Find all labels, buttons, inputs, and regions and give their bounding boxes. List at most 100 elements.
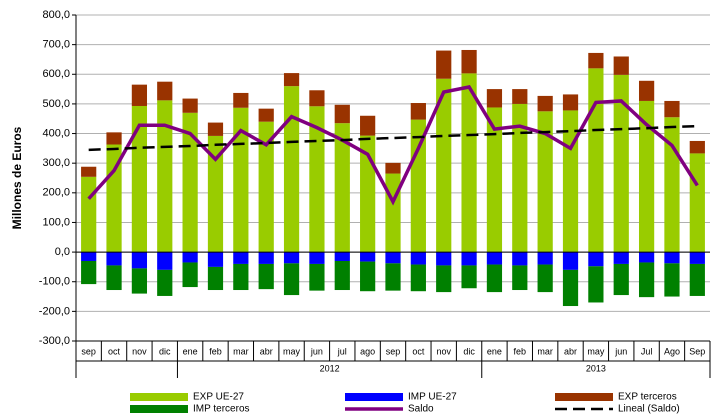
- x-tick-label: dic: [159, 346, 171, 356]
- bar: [258, 252, 274, 264]
- bar: [486, 264, 503, 293]
- bar: [664, 263, 680, 297]
- x-tick-label: Sep: [689, 346, 705, 356]
- bar: [638, 252, 655, 263]
- bar: [385, 252, 401, 264]
- legend-swatch: [130, 393, 188, 401]
- bar: [182, 98, 198, 113]
- x-tick-label: Ago: [664, 346, 680, 356]
- bar: [486, 107, 503, 253]
- y-tick-label: -300,0: [39, 335, 70, 347]
- bar: [81, 252, 97, 261]
- x-tick-label: oct: [412, 346, 425, 356]
- x-tick-label: mar: [233, 346, 249, 356]
- bar: [258, 263, 274, 290]
- bar: [157, 252, 173, 270]
- bar: [486, 252, 503, 265]
- bar: [664, 100, 680, 118]
- bar: [106, 265, 122, 291]
- bar: [207, 122, 224, 136]
- x-tick-label: abr: [260, 346, 273, 356]
- bar: [588, 52, 604, 69]
- legend-swatch: [555, 393, 613, 401]
- bar: [588, 266, 604, 303]
- bar: [106, 252, 122, 266]
- bar: [588, 252, 604, 267]
- bar: [385, 162, 401, 174]
- legend-label: IMP UE-27: [408, 392, 457, 403]
- bar: [461, 252, 477, 266]
- x-tick-label: abr: [564, 346, 577, 356]
- bar: [486, 89, 503, 108]
- bar: [233, 252, 249, 264]
- bar: [81, 260, 97, 285]
- y-axis-label: Millones de Euros: [10, 126, 24, 229]
- bar: [283, 252, 300, 264]
- bar: [131, 105, 148, 253]
- bar: [233, 263, 249, 291]
- x-tick-label: dic: [463, 346, 475, 356]
- bar: [334, 252, 350, 261]
- bar: [613, 74, 629, 253]
- bar: [689, 140, 705, 154]
- bar: [562, 94, 579, 111]
- bar: [131, 268, 148, 294]
- bar: [233, 92, 249, 108]
- bar: [283, 73, 300, 87]
- bar: [334, 123, 350, 253]
- bar: [613, 56, 629, 75]
- bar: [182, 252, 198, 263]
- bar: [461, 265, 477, 289]
- bar: [537, 111, 553, 253]
- bar: [461, 73, 477, 253]
- x-tick-label: ene: [487, 346, 502, 356]
- bar: [258, 121, 274, 253]
- y-tick-label: 200,0: [42, 187, 70, 199]
- bar: [157, 269, 173, 296]
- bar: [689, 153, 705, 253]
- bar: [182, 262, 198, 288]
- y-tick-label: 400,0: [42, 127, 70, 139]
- bar: [512, 103, 528, 253]
- legend-swatch: [345, 393, 403, 401]
- bar: [360, 115, 376, 136]
- bar: [562, 252, 579, 270]
- bar: [207, 252, 224, 267]
- bar: [360, 252, 376, 262]
- bar: [207, 266, 224, 291]
- bar: [512, 252, 528, 266]
- bar: [461, 49, 477, 74]
- year-label: 2013: [586, 363, 606, 373]
- bar: [537, 252, 553, 265]
- bar: [562, 269, 579, 307]
- bar: [81, 176, 97, 253]
- y-tick-label: 600,0: [42, 68, 70, 80]
- bar: [309, 263, 325, 291]
- bar: [638, 100, 655, 253]
- legend-label: EXP UE-27: [193, 392, 244, 403]
- bar: [638, 262, 655, 298]
- bar: [385, 263, 401, 291]
- x-tick-label: mar: [537, 346, 553, 356]
- x-tick-label: ago: [360, 346, 375, 356]
- bar: [638, 80, 655, 101]
- bar: [385, 173, 401, 253]
- bar: [410, 252, 426, 265]
- bar: [410, 103, 426, 120]
- bar: [689, 252, 705, 264]
- bar: [309, 90, 325, 107]
- x-tick-label: Jul: [641, 346, 653, 356]
- bar: [334, 104, 350, 124]
- legend-label: IMP terceros: [193, 404, 250, 415]
- bar: [613, 252, 629, 264]
- y-tick-label: 100,0: [42, 216, 70, 228]
- legend-swatch: [130, 405, 188, 413]
- x-tick-label: feb: [209, 346, 222, 356]
- bar: [512, 265, 528, 291]
- bar: [613, 263, 629, 296]
- bar: [309, 252, 325, 264]
- bar: [436, 50, 452, 79]
- x-tick-label: jun: [614, 346, 627, 356]
- legend-label: EXP terceros: [618, 392, 677, 403]
